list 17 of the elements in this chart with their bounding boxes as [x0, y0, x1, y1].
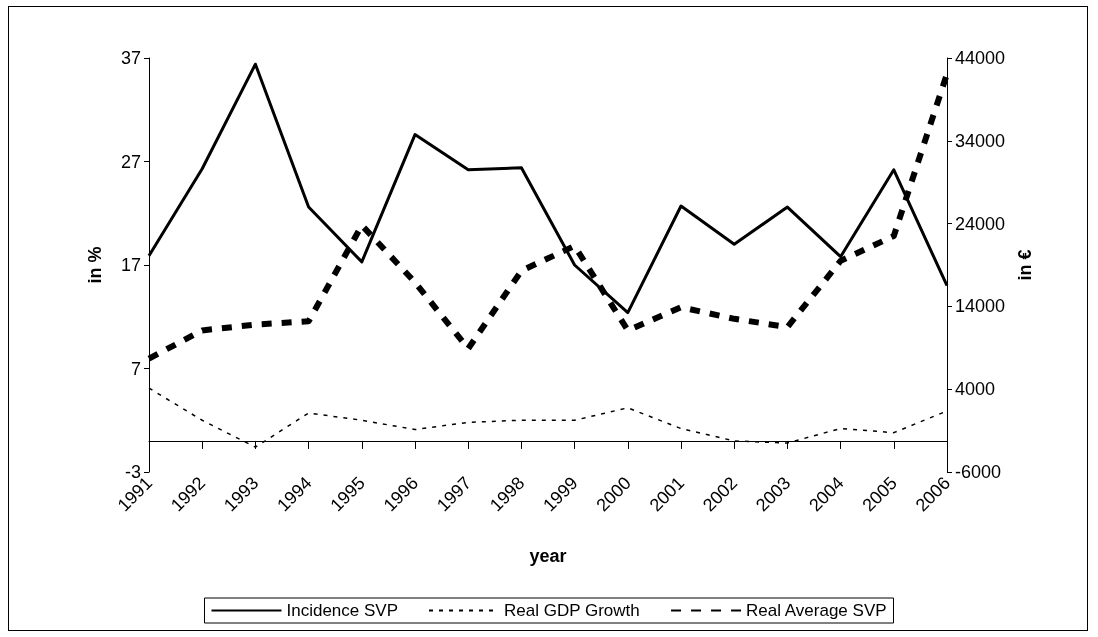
y-tick-label: 17	[120, 255, 141, 275]
y-tick-label: 7	[130, 358, 141, 379]
y-tick-label: 27	[120, 151, 141, 172]
y2-tick-label: 4000	[955, 379, 996, 400]
y2-tick-label: 24000	[955, 213, 1006, 234]
legend-label: Incidence SVP	[286, 601, 399, 620]
y2-tick-label: 14000	[955, 296, 1006, 317]
y2-tick-label: -6000	[955, 462, 1002, 482]
y-tick-label: 37	[120, 48, 141, 68]
y2-tick-label: 34000	[955, 130, 1006, 151]
legend-label: Real GDP Growth	[504, 601, 640, 620]
y-axis-title: in %	[85, 246, 105, 284]
y2-tick-label: 44000	[955, 48, 1006, 68]
x-axis-title: year	[529, 546, 567, 566]
legend-label: Real Average SVP	[746, 601, 887, 620]
y-tick-label: -3	[124, 462, 141, 482]
y2-axis-title: in €	[1014, 249, 1035, 281]
